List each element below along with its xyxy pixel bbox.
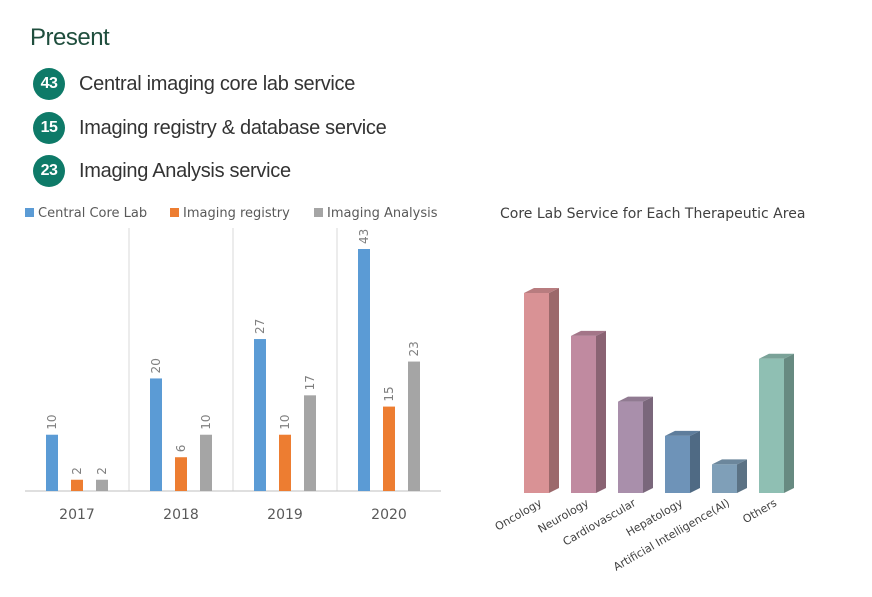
bar [759, 358, 784, 493]
data-label: 17 [303, 375, 317, 390]
data-label: 6 [174, 445, 188, 453]
data-label: 23 [407, 341, 421, 356]
bar-side [737, 459, 747, 493]
service-row-core-lab: 43 Central imaging core lab service [33, 68, 355, 100]
bar-side [596, 330, 606, 493]
service-label: Central imaging core lab service [79, 72, 356, 95]
service-count-badge: 23 [33, 155, 65, 187]
legend-swatch [170, 208, 179, 217]
service-row-analysis: 23 Imaging Analysis service [33, 155, 291, 187]
bar-top [665, 430, 700, 436]
x-tick-label: 2017 [59, 507, 95, 523]
bar-top [618, 396, 653, 402]
bar [524, 293, 549, 493]
data-label: 10 [278, 414, 292, 429]
bar-side [784, 353, 794, 493]
bar [712, 464, 737, 493]
x-tick-label: 2018 [163, 507, 199, 523]
service-label: Imaging Analysis service [79, 159, 291, 182]
bar [175, 457, 187, 491]
bar [71, 479, 83, 491]
bar [383, 406, 395, 491]
legend-swatch [314, 208, 323, 217]
bar [304, 395, 316, 491]
data-label: 2 [70, 467, 84, 475]
x-tick-label: 2019 [267, 507, 303, 523]
bar [279, 434, 291, 491]
data-label: 27 [253, 319, 267, 334]
bar [665, 435, 690, 493]
legend-swatch [25, 208, 34, 217]
page-title: Present [30, 24, 110, 51]
bar-side [549, 288, 559, 493]
legend-label: Imaging registry [183, 206, 290, 221]
service-count-badge: 43 [33, 68, 65, 100]
bar [408, 361, 420, 491]
bar [358, 249, 370, 491]
service-count-badge: 15 [33, 112, 65, 144]
bar [150, 378, 162, 491]
data-label: 15 [382, 386, 396, 401]
data-label: 2 [95, 467, 109, 475]
service-row-registry: 15 Imaging registry & database service [33, 112, 387, 144]
data-label: 20 [149, 358, 163, 373]
bar-top [712, 459, 747, 465]
bar [46, 434, 58, 491]
bar [200, 434, 212, 491]
bar-top [571, 330, 606, 336]
bar-top [759, 353, 794, 359]
bar-side [690, 430, 700, 493]
service-label: Imaging registry & database service [79, 116, 387, 139]
data-label: 10 [45, 414, 59, 429]
x-tick-label: 2020 [371, 507, 407, 523]
bar [618, 401, 643, 493]
legend-label: Central Core Lab [38, 206, 147, 221]
bar-top [524, 288, 559, 293]
chart-title: Core Lab Service for Each Therapeutic Ar… [500, 206, 805, 222]
bar [254, 339, 266, 491]
legend-label: Imaging Analysis [327, 206, 438, 221]
data-label: 10 [199, 414, 213, 429]
x-tick-label: Others [740, 496, 779, 526]
data-label: 43 [357, 229, 371, 244]
bar [96, 479, 108, 491]
bar [571, 335, 596, 493]
bar-side [643, 396, 653, 493]
